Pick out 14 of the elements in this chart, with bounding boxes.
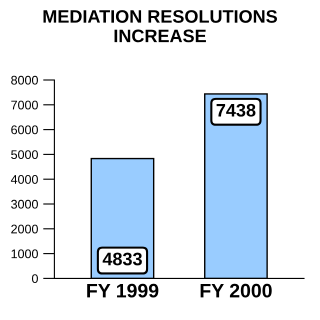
y-tick-label: 6000 [11,125,38,134]
x-tick-label: FY 2000 [200,284,272,298]
y-tick-label: 7000 [11,100,38,110]
y-tick-label: 1000 [12,249,38,258]
y-tick-label: 3000 [11,200,38,209]
chart-title: MEDIATION RESOLUTIONS INCREASE [44,10,277,42]
y-tick-label: 4000 [10,175,38,184]
y-tick-label: 8000 [11,76,38,85]
data-label: 4833 [102,252,142,266]
y-tick-label: 5000 [11,150,38,160]
y-tick-label: 2000 [11,224,38,234]
y-tick-label: 0 [32,274,38,284]
x-tick-label: FY 1999 [87,284,158,298]
data-label: 7438 [216,104,256,117]
